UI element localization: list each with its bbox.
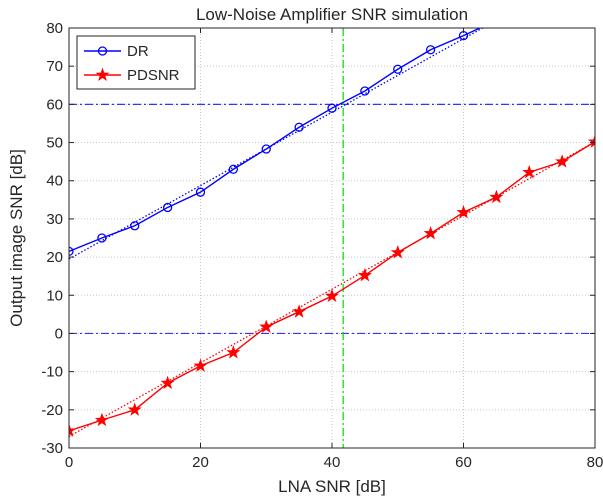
series-dr-line [69,28,482,253]
legend-dr-label: DR [127,43,149,60]
y-tick-label: 10 [46,287,63,304]
x-tick-label: 0 [65,454,73,471]
series-pdsnr-point [489,189,504,204]
series-pdsnr-point [423,226,438,240]
series-pdsnr-point [456,205,471,219]
series-pdsnr-point [357,268,372,282]
series-dr-point [195,187,206,197]
series-dr-point [360,86,370,96]
axis-ticks: 0 20 40 60 80 -30 -20 -10 0 10 20 30 40 50 60 70 80 [41,20,603,471]
series-dr-point [130,221,140,231]
series-dr-point [425,45,436,55]
series-dr-point [228,164,239,174]
series-pdsnr-point [226,345,241,359]
x-axis-title: LNA SNR [dB] [278,477,386,496]
series-pdsnr-point [587,134,595,148]
y-tick-label: 0 [55,325,63,342]
x-tick-label: 20 [192,454,209,471]
series-pdsnr-point [390,245,405,259]
y-tick-label: 20 [46,249,63,266]
series-dr-fit-line [69,28,485,260]
series-pdsnr-point [127,402,142,416]
series-pdsnr-point [259,319,274,333]
series-pdsnr-point [522,164,537,179]
legend-dr-marker [97,46,108,56]
y-tick-label: 60 [46,96,63,113]
data-series [69,16,595,438]
y-tick-label: -20 [41,402,63,419]
x-tick-label: 60 [455,454,472,471]
y-tick-label: 50 [46,135,63,152]
series-pdsnr-point [555,154,570,168]
legend-pdsnr-label: PDSNR [127,67,180,84]
series-dr-point [261,144,271,154]
legend-box [76,35,196,90]
y-tick-label: 40 [46,173,63,190]
series-dr-point [327,103,337,113]
x-tick-label: 80 [587,454,603,471]
series-dr-point [69,246,74,257]
chart-title: Low-Noise Amplifier SNR simulation [196,5,468,24]
legend: DR PDSNR [76,35,196,90]
series-pdsnr-point [69,423,77,437]
series-dr-point [393,64,403,74]
x-tick-label: 40 [324,454,341,471]
y-tick-label: -10 [41,364,63,381]
y-tick-label: 80 [46,20,63,37]
series-dr-point [492,16,500,24]
y-tick-label: 70 [46,58,63,75]
legend-pdsnr-marker [95,67,110,81]
series-dr-point [294,122,304,132]
series-dr-point [97,233,107,243]
series-dr-point [162,202,173,213]
series-pdsnr-point [160,375,175,390]
series-pdsnr-point [94,412,109,427]
series-pdsnr-point [324,288,340,303]
series-pdsnr-point [292,304,307,318]
y-tick-label: -30 [41,440,63,457]
y-axis-title: Output image SNR [dB] [7,149,26,327]
series-pdsnr-point [193,358,208,372]
y-tick-label: 30 [46,211,63,228]
